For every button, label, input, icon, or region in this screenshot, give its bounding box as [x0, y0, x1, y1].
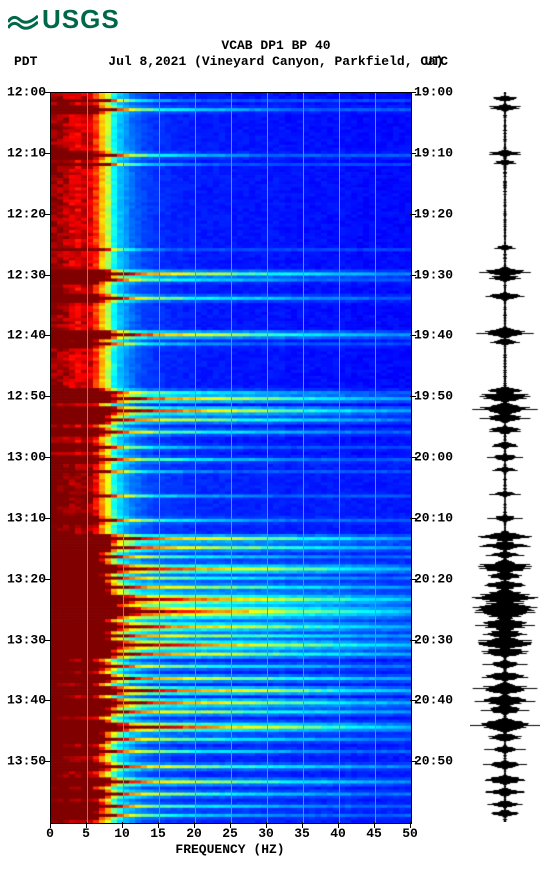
gridline [159, 93, 160, 823]
x-tick-label: 5 [74, 826, 98, 841]
y-tick-label-pdt: 13:10 [0, 510, 46, 525]
x-tick-label: 30 [254, 826, 278, 841]
gridline [123, 93, 124, 823]
y-tick-label-utc: 19:30 [414, 267, 462, 282]
y-tick-label-utc: 20:10 [414, 510, 462, 525]
gridline [303, 93, 304, 823]
y-tick-label-utc: 19:40 [414, 328, 462, 343]
x-tick-label: 15 [146, 826, 170, 841]
subtitle-center: Jul 8,2021 (Vineyard Canyon, Parkfield, … [108, 54, 443, 69]
gridline [267, 93, 268, 823]
plot-title: VCAB DP1 BP 40 [0, 38, 552, 53]
gridline [195, 93, 196, 823]
y-tick-label-utc: 19:10 [414, 145, 462, 160]
x-tick-label: 45 [362, 826, 386, 841]
y-tick-label-utc: 20:40 [414, 693, 462, 708]
usgs-logo: USGS [8, 4, 120, 35]
seismogram-canvas [470, 92, 540, 822]
y-tick-label-utc: 20:20 [414, 571, 462, 586]
gridline [339, 93, 340, 823]
x-tick-label: 40 [326, 826, 350, 841]
y-tick-label-utc: 19:00 [414, 85, 462, 100]
y-tick-label-pdt: 12:50 [0, 389, 46, 404]
y-tick-label-utc: 20:00 [414, 450, 462, 465]
spectrogram-plot [50, 92, 412, 824]
y-tick-label-utc: 19:50 [414, 389, 462, 404]
gridline [231, 93, 232, 823]
y-tick-label-pdt: 12:20 [0, 206, 46, 221]
y-tick-label-utc: 19:20 [414, 206, 462, 221]
plot-subtitle: PDT Jul 8,2021 (Vineyard Canyon, Parkfie… [0, 54, 552, 69]
y-tick-label-utc: 20:30 [414, 632, 462, 647]
gridline [87, 93, 88, 823]
y-tick-label-pdt: 12:10 [0, 145, 46, 160]
tz-left: PDT [14, 54, 37, 69]
x-tick-label: 10 [110, 826, 134, 841]
y-tick-label-utc: 20:50 [414, 754, 462, 769]
y-tick-label-pdt: 13:50 [0, 754, 46, 769]
y-tick-label-pdt: 12:40 [0, 328, 46, 343]
y-tick-label-pdt: 13:20 [0, 571, 46, 586]
y-tick-label-pdt: 13:00 [0, 450, 46, 465]
y-tick-label-pdt: 12:00 [0, 85, 46, 100]
x-tick-label: 20 [182, 826, 206, 841]
x-tick-label: 0 [38, 826, 62, 841]
y-tick-label-pdt: 13:30 [0, 632, 46, 647]
x-tick-label: 25 [218, 826, 242, 841]
tz-right: UTC [425, 54, 448, 69]
y-tick-label-pdt: 12:30 [0, 267, 46, 282]
y-tick-label-pdt: 13:40 [0, 693, 46, 708]
gridline [375, 93, 376, 823]
x-tick-label: 35 [290, 826, 314, 841]
x-axis-label: FREQUENCY (HZ) [50, 842, 410, 857]
logo-text: USGS [42, 4, 120, 35]
x-tick-label: 50 [398, 826, 422, 841]
